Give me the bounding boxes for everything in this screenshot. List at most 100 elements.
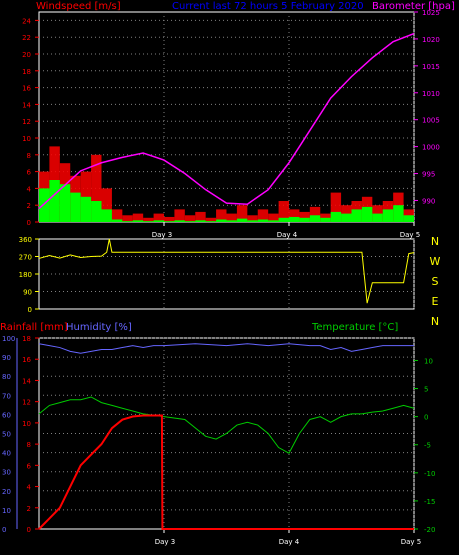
windspeed-bar [101, 188, 112, 222]
wind-tick-label: 4 [27, 185, 32, 193]
wind-gust-bar [268, 220, 279, 222]
compass-label: S [432, 275, 439, 288]
wind-gust-bar [153, 220, 164, 222]
hum-tick-label: 70 [2, 392, 11, 400]
hum-tick-label: 80 [2, 373, 11, 381]
wind-gust-bar [236, 218, 248, 222]
wind-gust-bar [257, 219, 269, 222]
wind-gust-bar [111, 219, 123, 222]
humidity-title: Humidity [%] [66, 322, 132, 333]
rain-tick-label: 16 [22, 356, 31, 364]
wind-tick-label: 6 [27, 169, 32, 177]
compass-label: N [431, 315, 439, 328]
wind-gust-bar [143, 221, 154, 222]
wind-tick-label: 22 [22, 34, 31, 42]
windspeed-bar [226, 213, 237, 222]
baro-tick-label: 1005 [422, 117, 440, 125]
dir-tick-label: 270 [19, 254, 32, 262]
dir-tick-label: 360 [19, 236, 32, 244]
wind-tick-label: 2 [27, 202, 31, 210]
rainfall-line [38, 414, 414, 530]
wind-gust-bar [372, 213, 383, 222]
wind-gust-bar [382, 209, 394, 222]
rain-tick-label: 2 [27, 505, 31, 513]
wind-gust-bar [361, 206, 373, 222]
current-title: Current last 72 hours 5 February 2020 [172, 1, 364, 12]
wind-gust-bar [309, 215, 321, 222]
rain-tick-label: 6 [27, 462, 32, 470]
hum-tick-label: 10 [2, 507, 11, 515]
wind-gust-bar [184, 221, 196, 222]
rain-tick-label: 18 [22, 335, 31, 343]
hum-tick-label: 30 [2, 469, 11, 477]
temperature-line [38, 396, 415, 454]
wind-gust-bar [59, 184, 71, 222]
windspeed-bar [268, 213, 279, 222]
wind-gust-bar [70, 192, 81, 222]
windspeed-bar [153, 213, 164, 222]
hum-tick-label: 90 [2, 354, 11, 362]
wind-gust-bar [341, 213, 352, 222]
hum-tick-label: 0 [2, 526, 6, 534]
wind-gust-bar [403, 215, 414, 222]
barometer-title: Barometer [hpa] [372, 1, 455, 12]
hum-tick-label: 100 [2, 335, 15, 343]
wind-gust-bar [320, 217, 331, 222]
windspeed-bar [132, 213, 144, 222]
temp-tick-label: 0 [424, 414, 428, 422]
windspeed-bar [236, 205, 248, 222]
baro-tick-label: 1010 [422, 90, 440, 98]
day5-label-top: Day 5 [400, 231, 421, 239]
baro-tick-label: 990 [422, 197, 435, 205]
temp-tick-label: 10 [424, 357, 433, 365]
wind-gust-bar [216, 219, 227, 222]
windspeed-bar [164, 216, 175, 222]
wind-gust-bar [278, 217, 289, 222]
windspeed-bar [309, 206, 321, 222]
day5-label-bottom: Day 5 [401, 538, 422, 546]
rain-tick-label: 10 [22, 420, 31, 428]
baro-tick-label: 1015 [422, 63, 440, 71]
wind-gust-bar [247, 220, 258, 222]
windspeed-bar [289, 209, 300, 222]
compass-label: W [430, 255, 441, 268]
windspeed-bar [299, 211, 310, 222]
wind-gust-bar [91, 201, 102, 222]
rain-tick-label: 4 [27, 484, 32, 492]
humidity-line [38, 343, 414, 354]
windspeed-bar [205, 217, 217, 222]
windspeed-bar [184, 215, 196, 222]
wind-tick-label: 24 [22, 17, 31, 25]
windspeed-bar [278, 201, 289, 222]
windspeed-bar [330, 192, 342, 222]
rain-tick-label: 8 [27, 441, 31, 449]
barometer-line [38, 32, 415, 210]
wind-gust-bar [174, 220, 185, 222]
day4-label-top: Day 4 [277, 231, 298, 239]
baro-tick-label: 1000 [422, 144, 440, 152]
wind-tick-label: 18 [22, 68, 31, 76]
windspeed-bar [174, 209, 185, 222]
windspeed-bar [216, 209, 227, 222]
wind-tick-label: 14 [22, 101, 31, 109]
temp-tick-label: -5 [424, 442, 431, 450]
dir-tick-label: 90 [23, 289, 32, 297]
windspeed-bar [143, 217, 154, 222]
wind-tick-label: 20 [22, 51, 31, 59]
windspeed-bar [257, 209, 269, 222]
dir-tick-label: 0 [28, 306, 32, 314]
wind-gust-bar [80, 196, 92, 222]
dir-tick-label: 180 [19, 271, 32, 279]
windspeed-bar [91, 154, 102, 222]
hum-tick-label: 40 [2, 450, 11, 458]
rainfall-title: Rainfall [mm] [0, 322, 68, 333]
wind-gust-bar [164, 221, 175, 222]
rain-tick-label: 12 [22, 399, 31, 407]
wind-tick-label: 16 [22, 85, 31, 93]
hum-tick-label: 20 [2, 488, 11, 496]
day3-label-top: Day 3 [152, 231, 173, 239]
temp-tick-label: -15 [424, 498, 435, 506]
wind-gust-bar [330, 211, 342, 222]
baro-tick-label: 1020 [422, 36, 440, 44]
